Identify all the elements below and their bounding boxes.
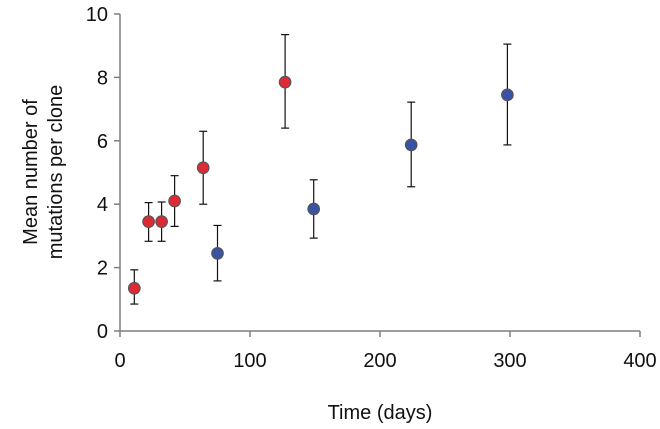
- y-tick-label: 10: [86, 4, 108, 26]
- y-tick-label: 2: [97, 258, 108, 280]
- red-data-point: [142, 215, 155, 228]
- red-data-point: [168, 194, 181, 208]
- x-tick-label: 0: [114, 350, 125, 372]
- y-tick-label: 6: [97, 131, 108, 153]
- x-tick-label: 100: [233, 350, 266, 372]
- y-tick-label: 0: [97, 321, 108, 343]
- x-tick-label: 200: [363, 350, 396, 372]
- y-tick-label: 4: [97, 194, 108, 216]
- y-axis-title: Mean number of mutations per clone: [20, 85, 67, 260]
- blue-data-point: [307, 202, 321, 216]
- red-data-point: [278, 75, 292, 89]
- y-axis-title-line: mutations per clone: [45, 85, 67, 260]
- y-tick-label: 8: [97, 67, 108, 89]
- red-data-point: [196, 161, 210, 175]
- blue-data-point: [501, 88, 514, 102]
- x-tick-label: 300: [493, 350, 526, 372]
- y-axis-title-line: Mean number of: [20, 99, 42, 245]
- red-data-point: [155, 215, 168, 228]
- red-data-point: [127, 281, 141, 295]
- x-tick-label: 400: [623, 350, 656, 372]
- x-axis-title: Time (days): [328, 402, 433, 424]
- blue-data-point: [211, 246, 224, 260]
- blue-data-point: [404, 138, 418, 152]
